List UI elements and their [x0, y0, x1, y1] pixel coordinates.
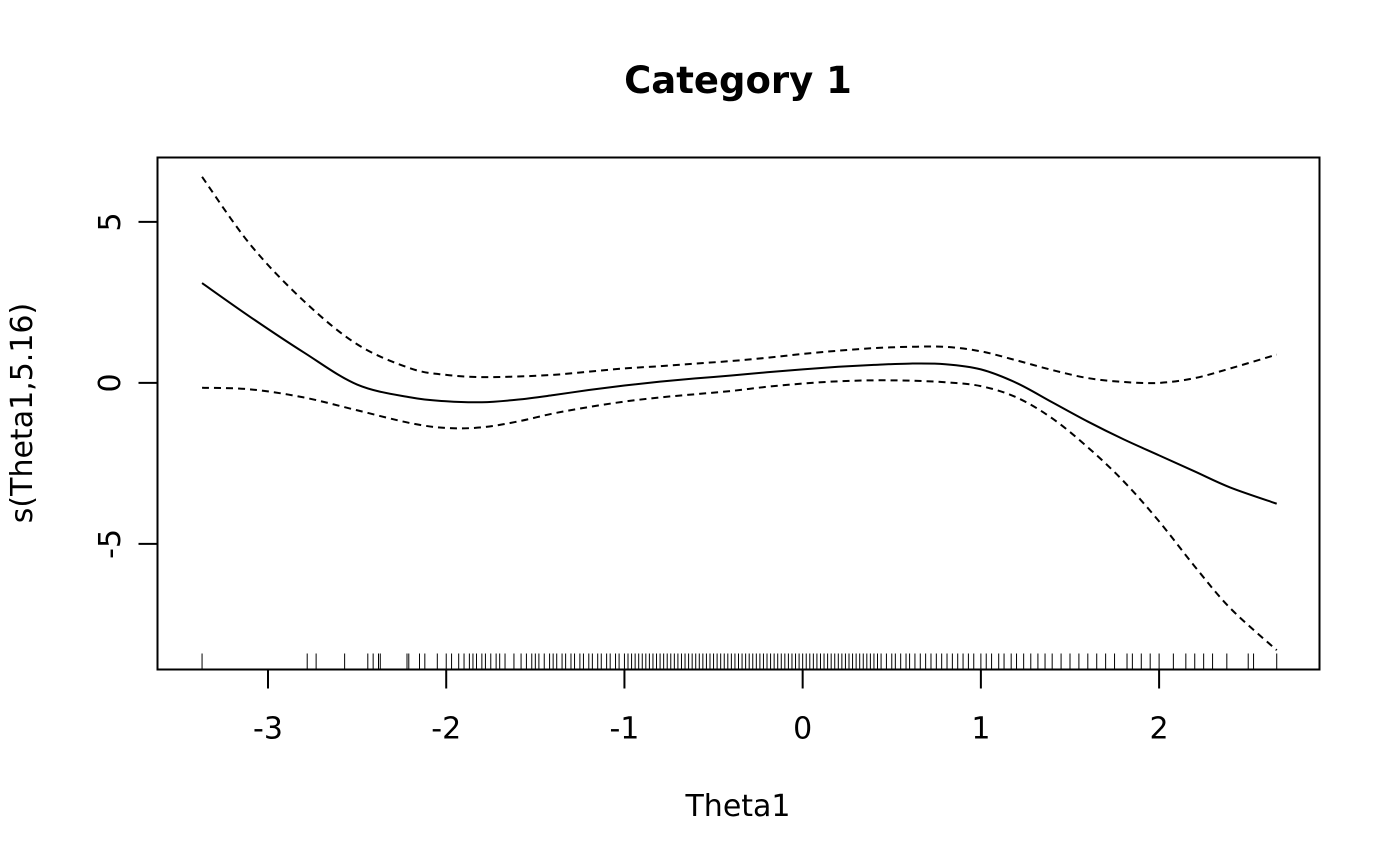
x-tick-label: -1 [609, 712, 639, 747]
x-tick-label: -2 [431, 712, 461, 747]
chart-title: Category 1 [624, 59, 852, 102]
y-tick-label: 5 [93, 212, 128, 231]
y-axis-label: s(Theta1,5.16) [5, 303, 40, 523]
x-axis: -3 -2 -1 0 1 2 [253, 668, 1169, 747]
plot-frame [156, 156, 1321, 671]
series-line-upper-band [201, 176, 1278, 385]
x-tick-label: 0 [793, 712, 812, 747]
rug [201, 653, 1278, 670]
series-line-lower-band [202, 379, 1278, 651]
x-tick-label: 2 [1150, 712, 1169, 747]
x-tick-label: 1 [971, 712, 990, 747]
x-tick-label: -3 [253, 712, 283, 747]
y-tick-label: -5 [93, 529, 128, 559]
y-axis: -5 0 5 [93, 212, 159, 559]
series-line-fit [201, 282, 1278, 505]
x-axis-label: Theta1 [684, 789, 790, 824]
y-tick-label: 0 [93, 373, 128, 392]
series-group [201, 176, 1278, 651]
